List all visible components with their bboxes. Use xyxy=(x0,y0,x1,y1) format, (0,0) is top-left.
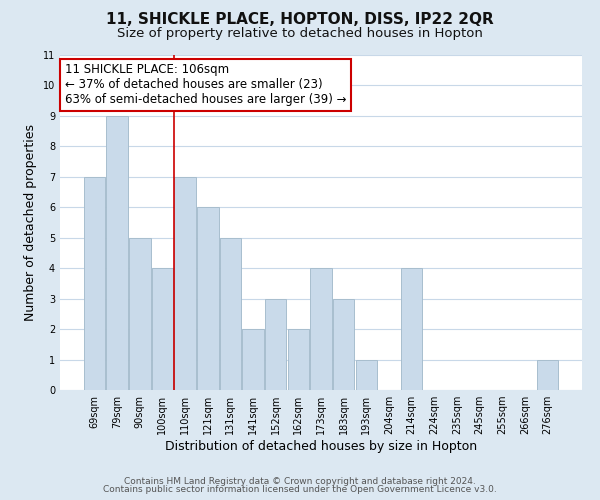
Bar xyxy=(265,298,286,390)
Bar xyxy=(220,238,241,390)
Bar xyxy=(197,208,218,390)
Bar xyxy=(310,268,332,390)
Bar xyxy=(242,329,264,390)
Bar xyxy=(152,268,173,390)
Text: Contains public sector information licensed under the Open Government Licence v3: Contains public sector information licen… xyxy=(103,484,497,494)
Text: 11 SHICKLE PLACE: 106sqm
← 37% of detached houses are smaller (23)
63% of semi-d: 11 SHICKLE PLACE: 106sqm ← 37% of detach… xyxy=(65,64,347,106)
X-axis label: Distribution of detached houses by size in Hopton: Distribution of detached houses by size … xyxy=(165,440,477,453)
Y-axis label: Number of detached properties: Number of detached properties xyxy=(25,124,37,321)
Bar xyxy=(356,360,377,390)
Bar xyxy=(106,116,128,390)
Bar xyxy=(129,238,151,390)
Bar xyxy=(287,329,309,390)
Bar xyxy=(84,177,105,390)
Bar xyxy=(333,298,355,390)
Text: 11, SHICKLE PLACE, HOPTON, DISS, IP22 2QR: 11, SHICKLE PLACE, HOPTON, DISS, IP22 2Q… xyxy=(106,12,494,28)
Text: Size of property relative to detached houses in Hopton: Size of property relative to detached ho… xyxy=(117,28,483,40)
Bar xyxy=(401,268,422,390)
Bar xyxy=(175,177,196,390)
Bar xyxy=(537,360,558,390)
Text: Contains HM Land Registry data © Crown copyright and database right 2024.: Contains HM Land Registry data © Crown c… xyxy=(124,477,476,486)
